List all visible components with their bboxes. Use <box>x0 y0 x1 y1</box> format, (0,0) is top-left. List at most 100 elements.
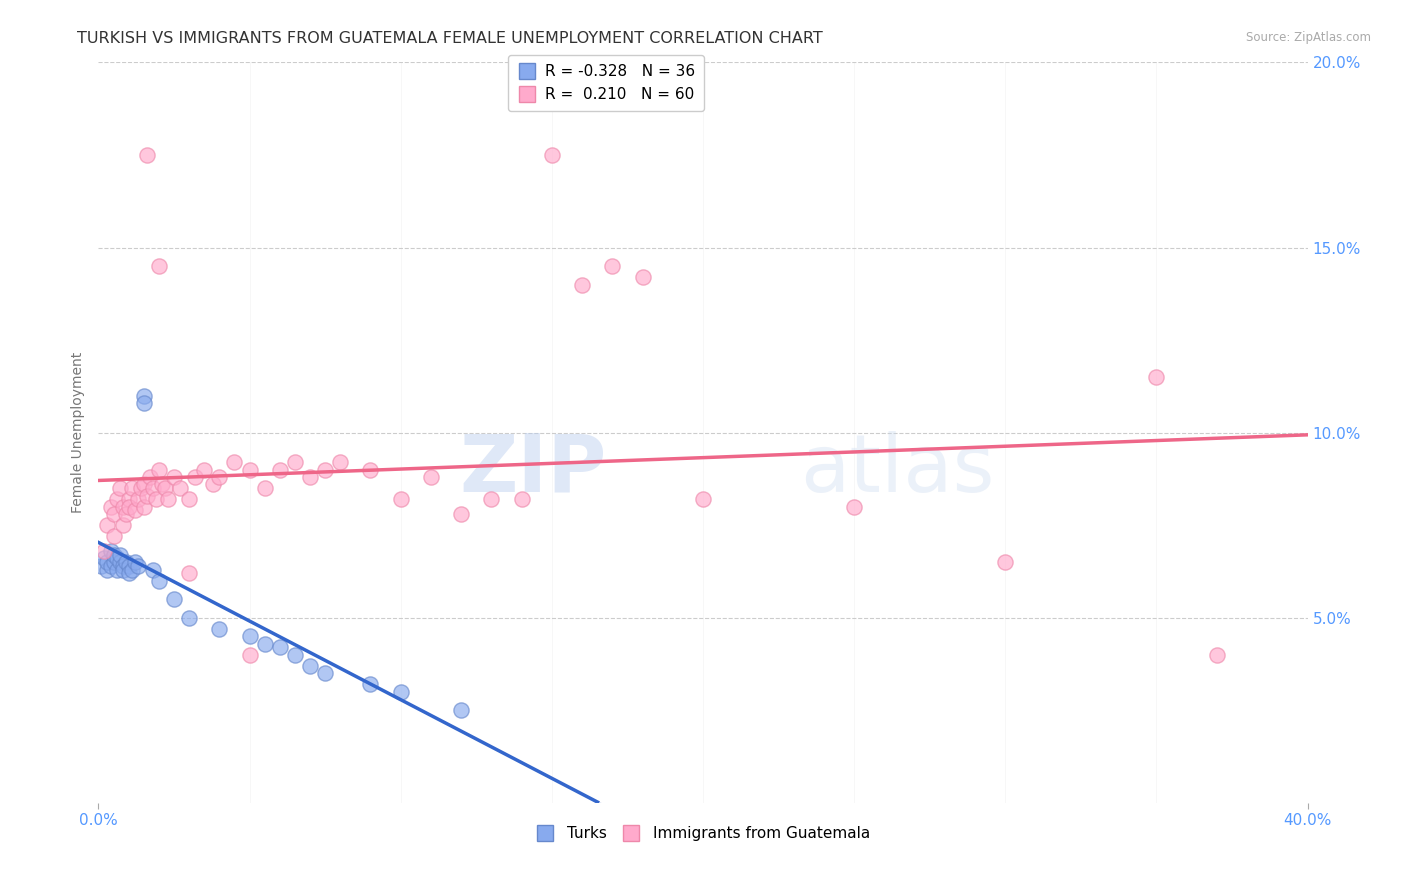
Point <box>96 555 118 569</box>
Text: ZIP: ZIP <box>458 431 606 508</box>
Point <box>108 555 131 569</box>
Point <box>103 529 125 543</box>
Point <box>135 148 157 162</box>
Point <box>132 500 155 514</box>
Point <box>329 455 352 469</box>
Point <box>103 548 125 562</box>
Point <box>100 500 122 514</box>
Point <box>253 637 276 651</box>
Point <box>389 685 412 699</box>
Point <box>142 563 165 577</box>
Point <box>121 481 143 495</box>
Point <box>193 462 215 476</box>
Point <box>510 492 533 507</box>
Point <box>111 563 134 577</box>
Point <box>111 500 134 514</box>
Point <box>571 277 593 292</box>
Point <box>540 148 562 162</box>
Point <box>114 555 136 569</box>
Point <box>314 462 336 476</box>
Point <box>150 477 173 491</box>
Point <box>224 455 246 469</box>
Point <box>163 592 186 607</box>
Point <box>692 492 714 507</box>
Point <box>299 470 322 484</box>
Point <box>96 563 118 577</box>
Point <box>360 677 382 691</box>
Point <box>253 481 276 495</box>
Point <box>314 666 336 681</box>
Point <box>1144 370 1167 384</box>
Point <box>111 558 134 573</box>
Point <box>90 558 112 573</box>
Point <box>127 558 149 573</box>
Point <box>450 507 472 521</box>
Point <box>100 544 122 558</box>
Point <box>139 470 162 484</box>
Point <box>148 462 170 476</box>
Point <box>132 477 155 491</box>
Legend: Turks, Immigrants from Guatemala: Turks, Immigrants from Guatemala <box>530 820 876 847</box>
Point <box>208 470 231 484</box>
Point <box>239 629 262 643</box>
Point <box>100 558 122 573</box>
Point <box>163 470 186 484</box>
Point <box>269 462 291 476</box>
Point <box>127 492 149 507</box>
Y-axis label: Female Unemployment: Female Unemployment <box>70 352 84 513</box>
Point <box>148 259 170 273</box>
Point <box>420 470 443 484</box>
Point <box>111 518 134 533</box>
Point <box>169 481 191 495</box>
Point <box>631 270 654 285</box>
Point <box>239 462 262 476</box>
Point <box>132 396 155 410</box>
Point <box>114 507 136 521</box>
Point <box>481 492 503 507</box>
Point <box>153 481 176 495</box>
Point <box>118 500 141 514</box>
Point <box>602 259 624 273</box>
Point <box>450 703 472 717</box>
Point <box>148 574 170 588</box>
Point <box>299 658 322 673</box>
Point <box>93 551 115 566</box>
Point <box>208 622 231 636</box>
Point <box>142 481 165 495</box>
Point <box>994 555 1017 569</box>
Point <box>135 489 157 503</box>
Point <box>108 481 131 495</box>
Point <box>1206 648 1229 662</box>
Point <box>179 610 201 624</box>
Point <box>179 566 201 581</box>
Point <box>145 492 167 507</box>
Point <box>118 566 141 581</box>
Point <box>179 492 201 507</box>
Point <box>105 492 128 507</box>
Text: TURKISH VS IMMIGRANTS FROM GUATEMALA FEMALE UNEMPLOYMENT CORRELATION CHART: TURKISH VS IMMIGRANTS FROM GUATEMALA FEM… <box>77 31 823 46</box>
Point <box>105 551 128 566</box>
Point <box>103 555 125 569</box>
Point <box>239 648 262 662</box>
Point <box>103 507 125 521</box>
Point <box>156 492 179 507</box>
Point <box>844 500 866 514</box>
Point <box>118 558 141 573</box>
Point <box>124 555 146 569</box>
Point <box>284 648 307 662</box>
Point <box>360 462 382 476</box>
Point <box>129 481 152 495</box>
Text: atlas: atlas <box>800 431 994 508</box>
Point <box>269 640 291 655</box>
Point <box>108 548 131 562</box>
Point <box>118 492 141 507</box>
Point <box>184 470 207 484</box>
Point <box>124 503 146 517</box>
Point <box>121 563 143 577</box>
Point <box>389 492 412 507</box>
Point <box>96 518 118 533</box>
Point <box>202 477 225 491</box>
Point <box>105 563 128 577</box>
Point <box>132 388 155 402</box>
Point <box>93 544 115 558</box>
